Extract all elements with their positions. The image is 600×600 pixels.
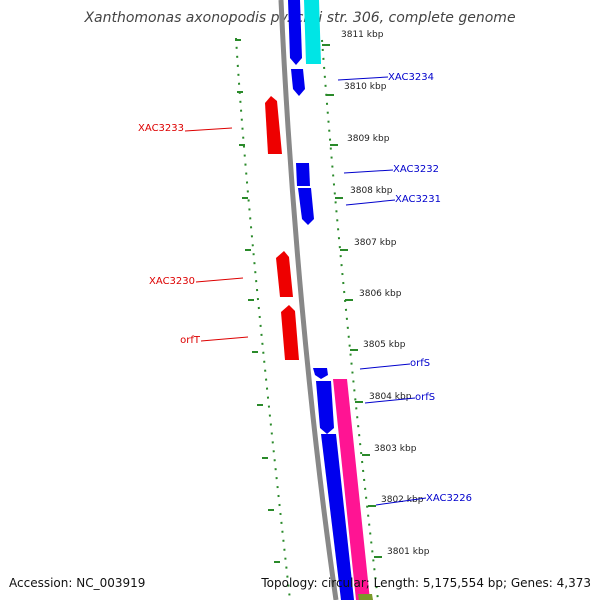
right-track-ticks xyxy=(322,44,382,558)
kbp-tick-label: 3809 kbp xyxy=(347,134,390,144)
gene-orfS-2[interactable] xyxy=(316,381,334,434)
label-XAC3232[interactable]: XAC3232 xyxy=(393,164,439,175)
kbp-tick-label: 3808 kbp xyxy=(350,186,393,196)
gene-XAC3231[interactable] xyxy=(298,188,314,225)
kbp-tick-label: 3806 kbp xyxy=(359,289,402,299)
label-orfS-2[interactable]: orfS xyxy=(415,392,435,403)
label-XAC3226[interactable]: XAC3226 xyxy=(426,493,472,504)
kbp-scale: 3811 kbp 3810 kbp 3809 kbp 3808 kbp 3807 kbp… xyxy=(341,30,430,557)
gene-orfS-1[interactable] xyxy=(313,368,328,379)
genome-backbone xyxy=(278,0,339,600)
kbp-tick-label: 3811 kbp xyxy=(341,30,384,40)
kbp-tick-label: 3802 kbp xyxy=(381,495,424,505)
forward-gene-labels: XAC3234 XAC3232 XAC3231 orfS orfS XAC322… xyxy=(388,72,472,504)
olive-feature[interactable] xyxy=(358,594,373,600)
accession-text: Accession: NC_003919 xyxy=(9,576,146,590)
cyan-feature[interactable] xyxy=(304,0,321,64)
gene-top-blue[interactable] xyxy=(288,0,302,65)
topology-text: Topology: circular; Length: 5,175,554 bp… xyxy=(261,576,591,590)
reverse-gene-labels: XAC3233 XAC3230 orfT xyxy=(138,123,201,346)
gene-XAC3234[interactable] xyxy=(291,69,305,96)
kbp-tick-label: 3804 kbp xyxy=(369,392,412,402)
label-XAC3233[interactable]: XAC3233 xyxy=(138,123,184,134)
label-orfT[interactable]: orfT xyxy=(180,335,201,346)
label-XAC3230[interactable]: XAC3230 xyxy=(149,276,195,287)
gene-XAC3232[interactable] xyxy=(296,163,310,186)
left-track-ticks xyxy=(235,39,280,563)
gene-XAC3226[interactable] xyxy=(321,434,354,600)
kbp-tick-label: 3807 kbp xyxy=(354,238,397,248)
left-dotted-track xyxy=(235,37,291,600)
gene-XAC3230[interactable] xyxy=(276,251,293,297)
kbp-tick-label: 3801 kbp xyxy=(387,547,430,557)
forward-leaders xyxy=(337,76,427,506)
gene-orfT[interactable] xyxy=(281,305,299,360)
kbp-tick-label: 3810 kbp xyxy=(344,82,387,92)
kbp-tick-label: 3803 kbp xyxy=(374,444,417,454)
reverse-leaders xyxy=(184,127,249,342)
gene-XAC3233[interactable] xyxy=(265,96,282,154)
label-XAC3234[interactable]: XAC3234 xyxy=(388,72,434,83)
label-orfS-1[interactable]: orfS xyxy=(410,358,430,369)
pink-feature[interactable] xyxy=(333,379,370,600)
label-XAC3231[interactable]: XAC3231 xyxy=(395,194,441,205)
kbp-tick-label: 3805 kbp xyxy=(363,340,406,350)
